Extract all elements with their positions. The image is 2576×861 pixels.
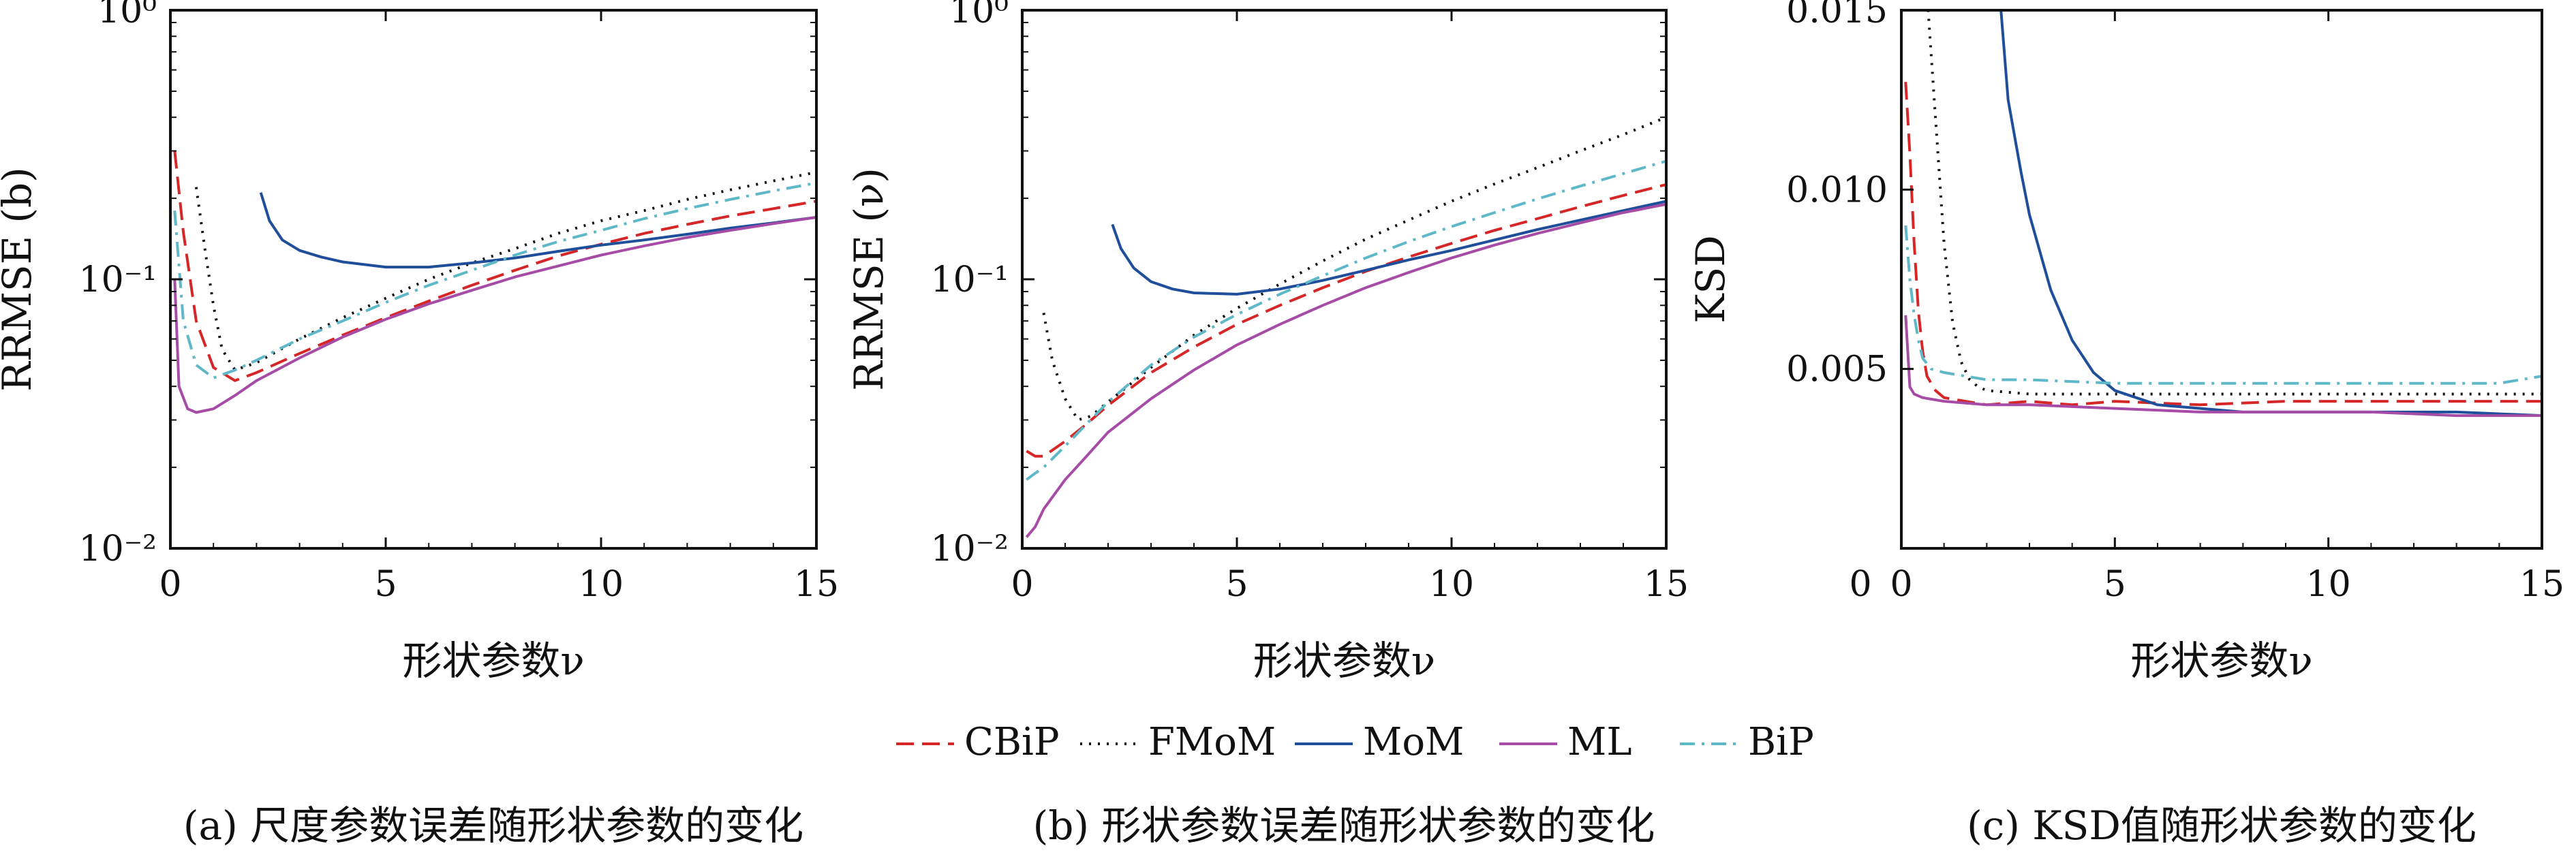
series-line-bip bbox=[173, 181, 816, 379]
legend-label-mom: MoM bbox=[1363, 720, 1464, 764]
y-tick-label: 10⁻¹ bbox=[79, 260, 157, 300]
panel-caption: (b) 形状参数误差随形状参数的变化 bbox=[1033, 802, 1655, 849]
x-tick-label: 15 bbox=[794, 564, 839, 605]
panel-caption: (c) KSD值随形状参数的变化 bbox=[1967, 802, 2477, 849]
panel-caption: (a) 尺度参数误差随形状参数的变化 bbox=[183, 802, 803, 849]
y-axis-label: RRMSE (ν) bbox=[846, 168, 892, 391]
y-tick-label: 10⁰ bbox=[949, 0, 1009, 31]
x-axis-label: 形状参数ν bbox=[2130, 638, 2312, 684]
y-axis-label: KSD bbox=[1687, 235, 1734, 324]
y-origin-label: 0 bbox=[1849, 564, 1871, 605]
y-tick-label: 0.015 bbox=[1786, 0, 1888, 31]
y-tick-label: 10⁻² bbox=[79, 529, 157, 569]
y-tick-label: 10⁻² bbox=[931, 529, 1009, 569]
x-tick-label: 10 bbox=[2306, 564, 2351, 605]
series-line-fmom bbox=[1042, 116, 1666, 422]
series-line-cbip bbox=[1904, 82, 2542, 407]
x-tick-label: 10 bbox=[1429, 564, 1474, 605]
legend-label-cbip: CBiP bbox=[964, 720, 1060, 764]
x-tick-label: 10 bbox=[579, 564, 624, 605]
legend-label-fmom: FMoM bbox=[1148, 720, 1276, 764]
x-tick-label: 0 bbox=[1011, 564, 1033, 605]
panel-a: 0 5 10 15 10⁻² 10⁻¹ 10⁰ 形状参数ν RRMSE (b) (a) 尺度参数误… bbox=[0, 0, 839, 849]
y-axis-label: RRMSE (b) bbox=[0, 167, 40, 392]
legend: CBiP FMoM MoM ML BiP bbox=[896, 720, 1814, 764]
series-line-fmom bbox=[194, 170, 816, 372]
y-tick-label: 0.005 bbox=[1786, 349, 1888, 390]
series-line-ml bbox=[173, 216, 816, 414]
series-line-fmom bbox=[1927, 10, 2542, 396]
series-line-ml bbox=[1904, 315, 2542, 418]
legend-label-bip: BiP bbox=[1748, 720, 1814, 764]
x-tick-label: 15 bbox=[1644, 564, 1689, 605]
series-line-bip bbox=[1026, 159, 1666, 481]
x-tick-label: 0 bbox=[1890, 564, 1912, 605]
y-tick-label: 10⁰ bbox=[97, 0, 157, 31]
plot-frame bbox=[1900, 9, 2543, 550]
x-tick-label: 5 bbox=[2104, 564, 2126, 605]
plot-frame bbox=[169, 9, 818, 550]
x-axis-label: 形状参数ν bbox=[1253, 638, 1435, 684]
panel-b: 0 5 10 15 10⁻² 10⁻¹ 10⁰ 形状参数ν RRMSE (ν) (b) 形状参数误… bbox=[846, 0, 1689, 849]
series-line-mom bbox=[259, 192, 816, 269]
legend-label-ml: ML bbox=[1567, 720, 1632, 764]
series-line-bip bbox=[1904, 225, 2542, 385]
y-tick-label: 10⁻¹ bbox=[931, 260, 1009, 300]
series-line-ml bbox=[1025, 202, 1666, 538]
series-line-cbip bbox=[1026, 183, 1666, 458]
x-tick-label: 5 bbox=[374, 564, 397, 605]
x-tick-label: 5 bbox=[1225, 564, 1248, 605]
panel-c: 0 5 10 15 0.005 0.010 0.015 0 形状参数ν KSD (c) KSD值随形… bbox=[1687, 0, 2564, 849]
x-axis-label: 形状参数ν bbox=[402, 638, 584, 684]
y-tick-label: 0.010 bbox=[1786, 170, 1888, 210]
series-line-mom bbox=[1999, 10, 2542, 418]
x-tick-label: 0 bbox=[159, 564, 181, 605]
x-tick-label: 15 bbox=[2519, 564, 2564, 605]
series-line-mom bbox=[1111, 200, 1666, 296]
series-line-cbip bbox=[173, 151, 816, 382]
